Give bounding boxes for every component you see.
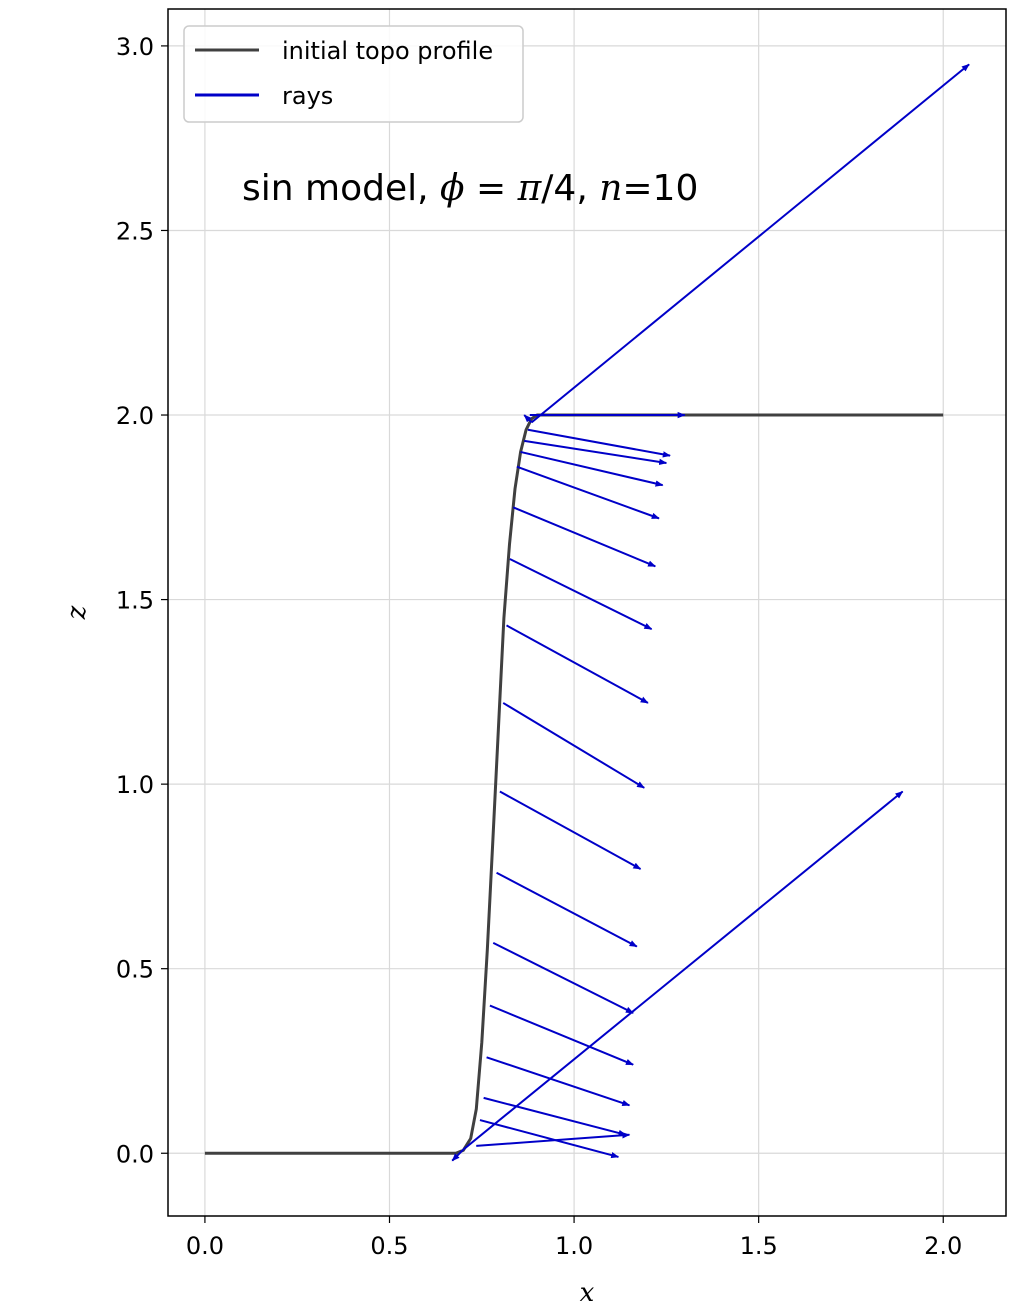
y-tick-label: 0.0 bbox=[116, 1140, 154, 1168]
ray-arrow bbox=[483, 1096, 627, 1137]
ray-arrow bbox=[476, 1132, 631, 1147]
x-tick-label: 2.0 bbox=[924, 1232, 962, 1260]
ray-arrow bbox=[462, 790, 904, 1151]
y-tick-label: 2.5 bbox=[116, 217, 154, 245]
y-tick-label: 0.5 bbox=[116, 956, 154, 984]
ray-arrow bbox=[506, 624, 649, 704]
ray-arrow bbox=[516, 465, 660, 520]
plot-area bbox=[204, 63, 970, 1162]
ray-arrow bbox=[512, 506, 657, 568]
ray-arrow bbox=[489, 1004, 634, 1066]
ray-arrow bbox=[527, 428, 671, 458]
annotation-equals: = bbox=[465, 168, 518, 209]
x-tick-label: 1.0 bbox=[555, 1232, 593, 1260]
ray-arrow bbox=[524, 439, 668, 466]
ticks: 0.0 0.5 1.0 1.5 2.0 0.0 0.5 1.0 1.5 2.0 2.5 3.0 bbox=[116, 33, 963, 1260]
annotation-n-rest: =10 bbox=[622, 168, 698, 209]
legend: initial topo profile rays bbox=[183, 25, 524, 123]
ray-arrow bbox=[502, 702, 645, 789]
ray-arrow bbox=[530, 63, 970, 424]
y-tick-label: 3.0 bbox=[116, 33, 154, 61]
ray-arrow bbox=[486, 1056, 631, 1107]
annotation-n: n bbox=[599, 168, 622, 209]
x-tick-label: 0.0 bbox=[186, 1232, 224, 1260]
x-tick-label: 0.5 bbox=[370, 1232, 408, 1260]
ray-arrow bbox=[523, 414, 533, 424]
plot-frame bbox=[167, 8, 1007, 1217]
annotation-pi: π bbox=[517, 168, 543, 209]
y-tick-label: 1.0 bbox=[116, 771, 154, 799]
ray-arrow bbox=[499, 790, 642, 870]
ray-arrow bbox=[520, 450, 664, 487]
x-axis-label: x bbox=[580, 1278, 595, 1308]
annotation-phi: ϕ bbox=[440, 168, 465, 209]
legend-label-rays: rays bbox=[282, 82, 333, 110]
annotation-prefix: sin model, bbox=[242, 168, 440, 209]
legend-box bbox=[183, 25, 524, 123]
legend-label-topo: initial topo profile bbox=[282, 37, 493, 65]
ray-arrow bbox=[492, 941, 634, 1014]
annotation-phi-rest: /4, bbox=[541, 168, 599, 209]
y-tick-label: 2.0 bbox=[116, 402, 154, 430]
ray-arrow bbox=[451, 1148, 465, 1162]
x-tick-label: 1.5 bbox=[740, 1232, 778, 1260]
ray-arrow bbox=[479, 1119, 620, 1159]
ray-arrow bbox=[496, 871, 638, 948]
y-tick-label: 1.5 bbox=[116, 587, 154, 615]
topo-profile-line bbox=[204, 413, 944, 1155]
y-axis-label: z bbox=[62, 605, 92, 620]
ray-arrow bbox=[509, 558, 653, 631]
model-annotation: sin model, ϕ = π/4, n=10 bbox=[242, 168, 698, 209]
